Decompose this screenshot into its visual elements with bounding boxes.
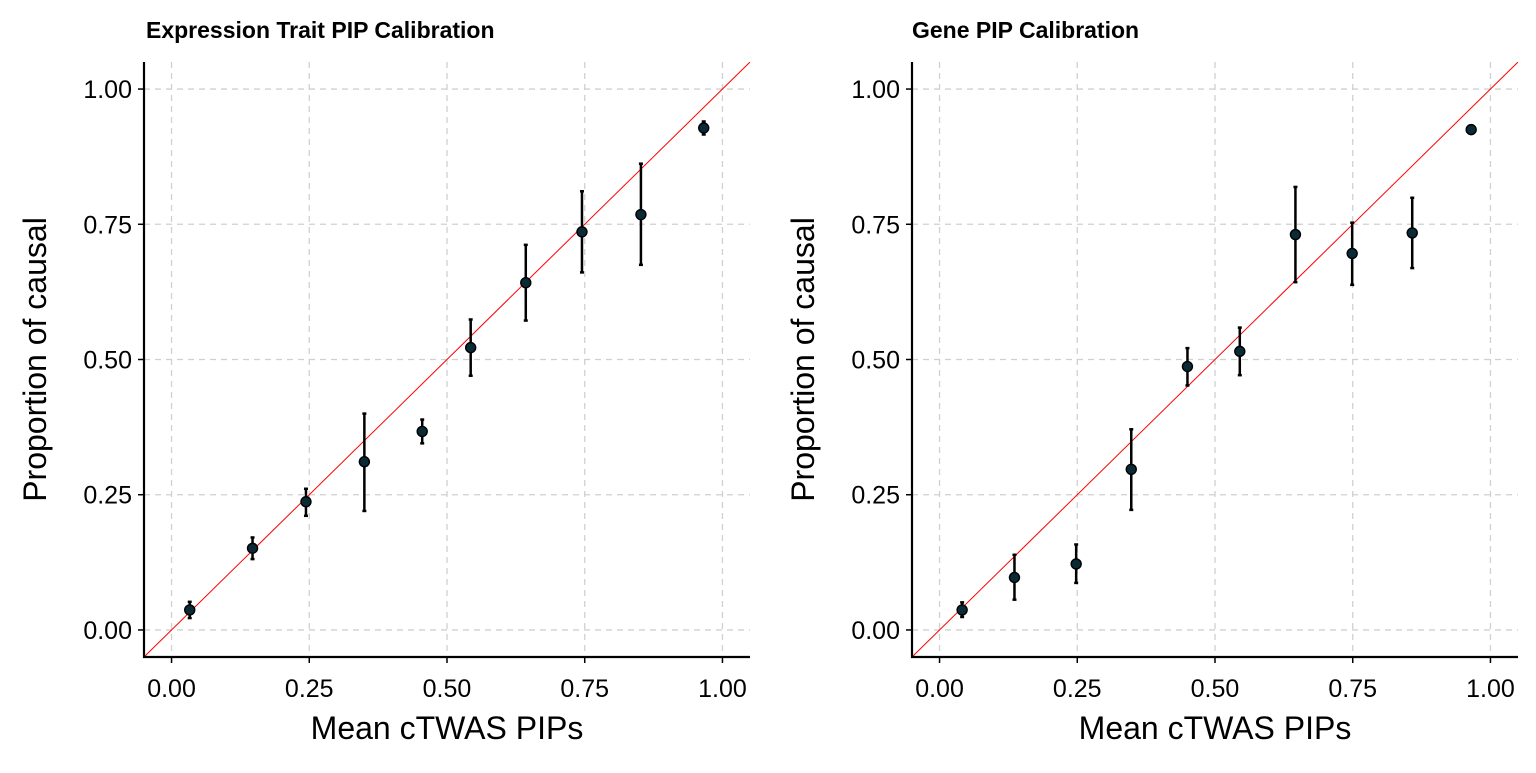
data-point bbox=[1070, 558, 1082, 570]
data-point bbox=[576, 226, 588, 238]
y-axis-title: Proportion of causal bbox=[17, 217, 53, 502]
y-tick-label: 1.00 bbox=[83, 76, 132, 104]
y-axis-title: Proportion of causal bbox=[785, 217, 821, 502]
x-tick-label: 0.00 bbox=[147, 675, 196, 703]
y-tick-label: 0.25 bbox=[851, 482, 900, 510]
y-tick-label: 0.00 bbox=[851, 617, 900, 645]
y-tick-label: 0.50 bbox=[83, 347, 132, 375]
panel-2: 0.00 0.25 0.50 0.75 1.00 0.00 0.25 0.50 0.75 1.00… bbox=[785, 17, 1518, 746]
data-point bbox=[416, 425, 428, 438]
data-point bbox=[1346, 247, 1358, 260]
x-tick-label: 0.75 bbox=[1328, 675, 1377, 703]
x-axis-title: Mean cTWAS PIPs bbox=[1079, 710, 1352, 746]
reference-line bbox=[912, 62, 1518, 657]
y-tick-label: 0.25 bbox=[83, 482, 132, 510]
panel-1: 0.00 0.25 0.50 0.75 1.00 0.00 0.25 0.50 0.75 1.00… bbox=[17, 17, 750, 746]
data-point bbox=[1008, 571, 1021, 584]
data-point bbox=[1234, 345, 1246, 358]
chart-title: Gene PIP Calibration bbox=[912, 17, 1139, 43]
chart-title: Expression Trait PIP Calibration bbox=[146, 17, 495, 43]
x-tick-label: 1.00 bbox=[698, 675, 747, 703]
data-point bbox=[1125, 463, 1137, 476]
x-tick-label: 0.75 bbox=[560, 675, 609, 703]
y-tick-label: 1.00 bbox=[851, 76, 900, 104]
y-tick-label: 0.00 bbox=[83, 617, 132, 645]
data-point bbox=[464, 341, 477, 354]
y-tick-label: 0.75 bbox=[83, 211, 132, 239]
data-point bbox=[1289, 228, 1302, 241]
data-point bbox=[1465, 123, 1477, 136]
y-tick-label: 0.75 bbox=[851, 211, 900, 239]
data-point bbox=[184, 604, 196, 616]
x-axis-title: Mean cTWAS PIPs bbox=[311, 710, 584, 746]
x-tick-label: 0.25 bbox=[285, 675, 334, 703]
data-point bbox=[358, 456, 371, 468]
data-point bbox=[635, 208, 647, 221]
data-point bbox=[1406, 227, 1418, 239]
x-tick-label: 0.50 bbox=[1191, 675, 1240, 703]
data-point bbox=[300, 496, 312, 508]
y-tick-label: 0.50 bbox=[851, 347, 900, 375]
reference-line bbox=[144, 62, 750, 657]
data-point bbox=[1181, 360, 1194, 373]
data-point bbox=[246, 542, 259, 554]
x-tick-label: 0.50 bbox=[423, 675, 472, 703]
x-tick-label: 0.25 bbox=[1053, 675, 1102, 703]
x-tick-label: 1.00 bbox=[1466, 675, 1515, 703]
data-point bbox=[956, 604, 968, 616]
data-point bbox=[520, 276, 532, 289]
data-point bbox=[698, 122, 710, 134]
x-tick-label: 0.00 bbox=[915, 675, 964, 703]
